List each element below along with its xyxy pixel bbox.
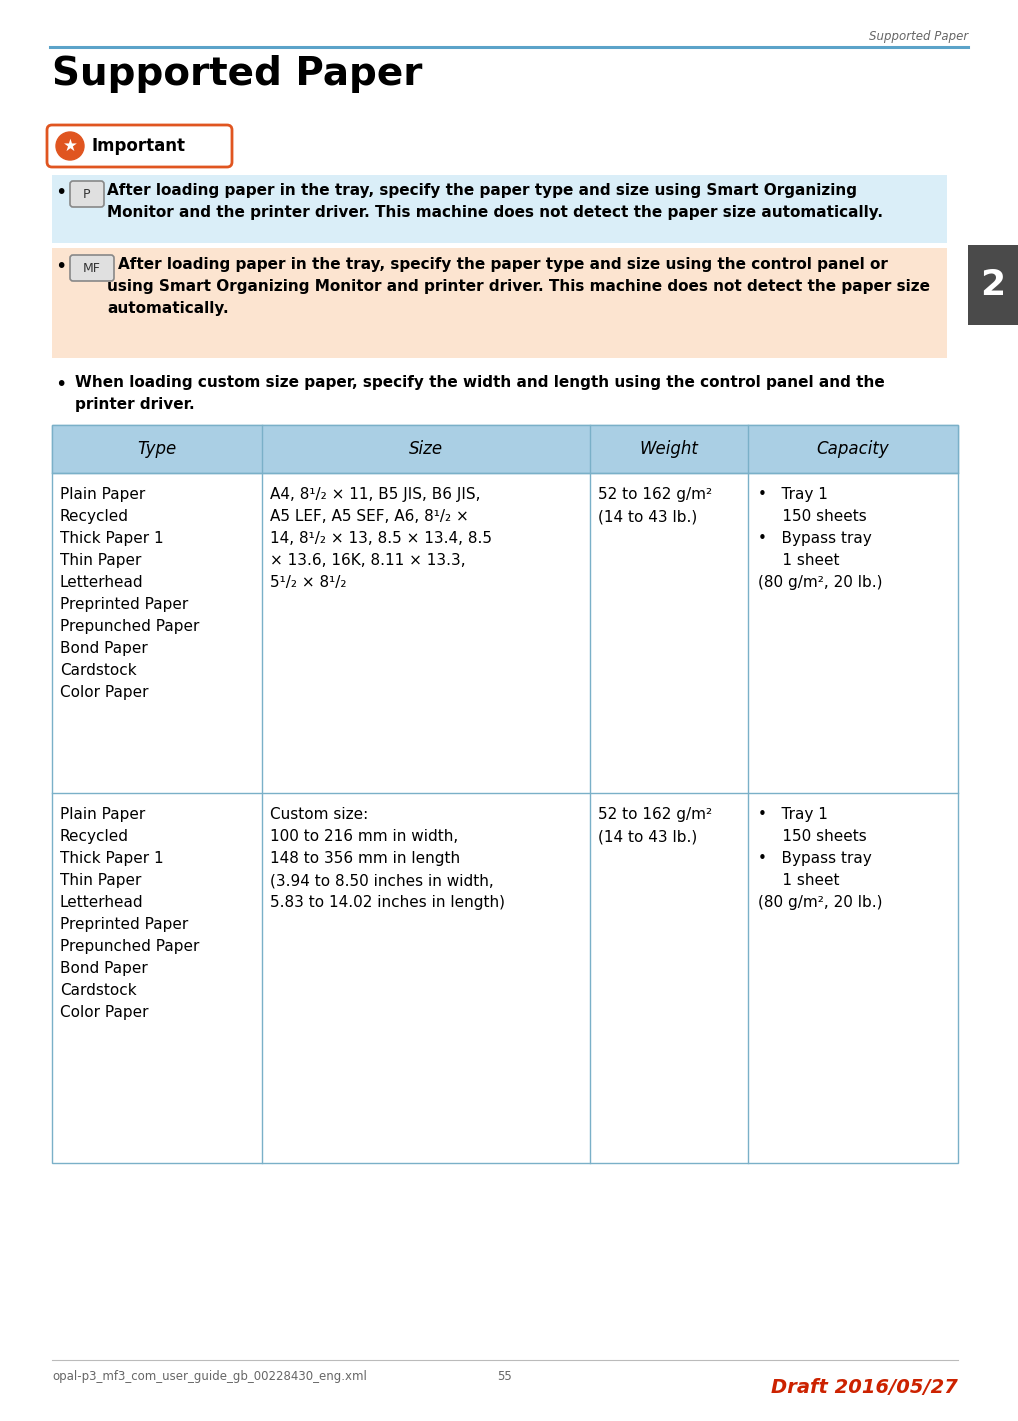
Text: Cardstock: Cardstock [60, 664, 136, 678]
Text: Cardstock: Cardstock [60, 983, 136, 998]
Text: × 13.6, 16K, 8.11 × 13.3,: × 13.6, 16K, 8.11 × 13.3, [270, 553, 465, 568]
Text: Monitor and the printer driver. This machine does not detect the paper size auto: Monitor and the printer driver. This mac… [107, 205, 883, 220]
Text: 14, 8¹/₂ × 13, 8.5 × 13.4, 8.5: 14, 8¹/₂ × 13, 8.5 × 13.4, 8.5 [270, 531, 492, 546]
Text: 5¹/₂ × 8¹/₂: 5¹/₂ × 8¹/₂ [270, 576, 346, 590]
Text: Capacity: Capacity [816, 441, 890, 458]
Text: (3.94 to 8.50 inches in width,: (3.94 to 8.50 inches in width, [270, 872, 494, 888]
Text: Thick Paper 1: Thick Paper 1 [60, 531, 164, 546]
Text: Color Paper: Color Paper [60, 685, 149, 701]
FancyBboxPatch shape [47, 125, 232, 168]
Text: •: • [55, 375, 66, 394]
Text: Plain Paper: Plain Paper [60, 807, 146, 821]
Text: (80 g/m², 20 lb.): (80 g/m², 20 lb.) [758, 895, 883, 909]
Text: When loading custom size paper, specify the width and length using the control p: When loading custom size paper, specify … [75, 375, 885, 389]
Text: Preprinted Paper: Preprinted Paper [60, 917, 188, 932]
Text: Important: Important [92, 136, 186, 155]
Text: After loading paper in the tray, specify the paper type and size using the contr: After loading paper in the tray, specify… [118, 257, 888, 271]
Text: 5.83 to 14.02 inches in length): 5.83 to 14.02 inches in length) [270, 895, 505, 909]
Text: Bond Paper: Bond Paper [60, 961, 148, 976]
Text: printer driver.: printer driver. [75, 396, 194, 412]
Text: 2: 2 [980, 269, 1006, 303]
Text: (14 to 43 lb.): (14 to 43 lb.) [598, 828, 697, 844]
Bar [52, 249, 947, 358]
Text: Color Paper: Color Paper [60, 1005, 149, 1020]
Text: 52 to 162 g/m²: 52 to 162 g/m² [598, 487, 713, 502]
Text: automatically.: automatically. [107, 301, 229, 315]
Text: Plain Paper: Plain Paper [60, 487, 146, 502]
Text: 55: 55 [498, 1370, 512, 1383]
Text: Letterhead: Letterhead [60, 895, 144, 909]
Text: Prepunched Paper: Prepunched Paper [60, 939, 200, 953]
Text: Preprinted Paper: Preprinted Paper [60, 597, 188, 612]
Text: Supported Paper: Supported Paper [868, 30, 968, 43]
Text: •   Bypass tray: • Bypass tray [758, 851, 871, 865]
Text: Letterhead: Letterhead [60, 576, 144, 590]
Text: Weight: Weight [639, 441, 698, 458]
Text: After loading paper in the tray, specify the paper type and size using Smart Org: After loading paper in the tray, specify… [107, 183, 857, 198]
Text: Supported Paper: Supported Paper [52, 55, 422, 92]
Text: using Smart Organizing Monitor and printer driver. This machine does not detect : using Smart Organizing Monitor and print… [107, 279, 930, 294]
Bar [52, 425, 958, 473]
Text: A4, 8¹/₂ × 11, B5 JIS, B6 JIS,: A4, 8¹/₂ × 11, B5 JIS, B6 JIS, [270, 487, 480, 502]
Text: 148 to 356 mm in length: 148 to 356 mm in length [270, 851, 460, 865]
Text: opal-p3_mf3_com_user_guide_gb_00228430_eng.xml: opal-p3_mf3_com_user_guide_gb_00228430_e… [52, 1370, 366, 1383]
Circle shape [56, 132, 84, 161]
FancyBboxPatch shape [70, 180, 104, 207]
Text: •: • [55, 183, 66, 202]
Text: (80 g/m², 20 lb.): (80 g/m², 20 lb.) [758, 576, 883, 590]
Text: •: • [55, 257, 66, 276]
Text: Thin Paper: Thin Paper [60, 872, 142, 888]
Text: P: P [83, 188, 91, 200]
Text: Bond Paper: Bond Paper [60, 641, 148, 657]
Text: •   Tray 1: • Tray 1 [758, 487, 828, 502]
FancyBboxPatch shape [70, 254, 114, 281]
Text: Recycled: Recycled [60, 828, 129, 844]
Text: Size: Size [409, 441, 443, 458]
Text: 100 to 216 mm in width,: 100 to 216 mm in width, [270, 828, 458, 844]
Text: A5 LEF, A5 SEF, A6, 8¹/₂ ×: A5 LEF, A5 SEF, A6, 8¹/₂ × [270, 509, 468, 524]
Bar [968, 244, 1018, 325]
Text: Prepunched Paper: Prepunched Paper [60, 620, 200, 634]
Text: Draft 2016/05/27: Draft 2016/05/27 [771, 1378, 958, 1397]
Text: 52 to 162 g/m²: 52 to 162 g/m² [598, 807, 713, 821]
Bar [52, 425, 958, 1162]
Text: Recycled: Recycled [60, 509, 129, 524]
Text: •   Bypass tray: • Bypass tray [758, 531, 871, 546]
Text: Custom size:: Custom size: [270, 807, 369, 821]
Text: Type: Type [137, 441, 177, 458]
Text: •   Tray 1: • Tray 1 [758, 807, 828, 821]
Text: 1 sheet: 1 sheet [758, 872, 840, 888]
Text: Thin Paper: Thin Paper [60, 553, 142, 568]
Bar [52, 175, 947, 243]
Text: 150 sheets: 150 sheets [758, 509, 866, 524]
Text: (14 to 43 lb.): (14 to 43 lb.) [598, 509, 697, 524]
Text: Thick Paper 1: Thick Paper 1 [60, 851, 164, 865]
Text: 150 sheets: 150 sheets [758, 828, 866, 844]
Text: 1 sheet: 1 sheet [758, 553, 840, 568]
Text: ★: ★ [62, 136, 77, 155]
Text: MF: MF [83, 261, 101, 274]
